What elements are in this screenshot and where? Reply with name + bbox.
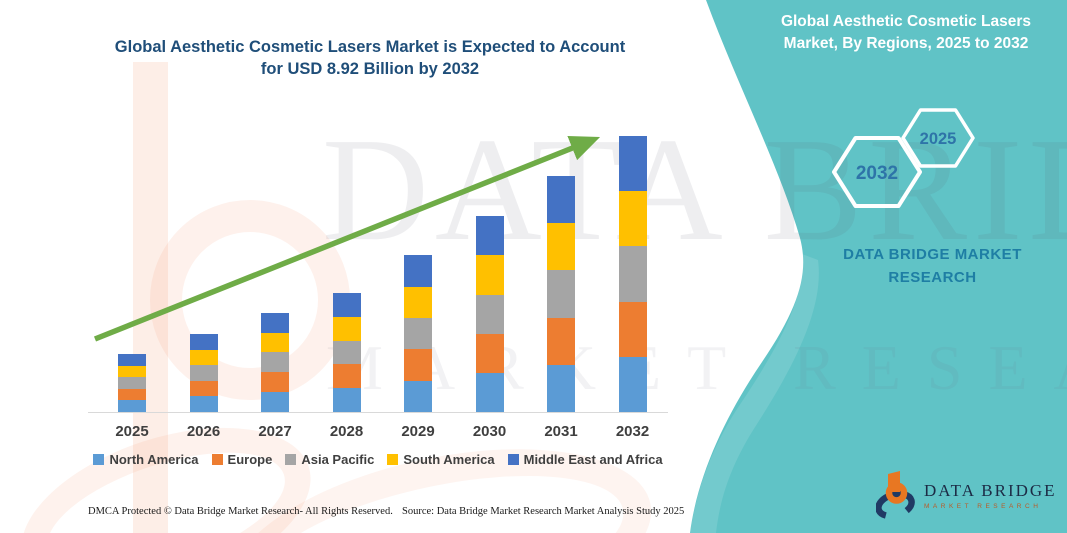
bar-2027 [261,312,289,412]
bar-segment [118,377,146,389]
legend-label: North America [109,452,199,467]
bar-segment [118,365,146,378]
bar-segment [404,380,432,412]
legend-label: South America [403,452,495,467]
bar-segment [547,175,575,224]
bar-segment [332,364,361,389]
legend-swatch [93,454,105,465]
bar-segment [118,388,146,401]
logo-name-text: DATA BRIDGE [924,480,1057,500]
bar-segment [332,388,361,412]
bar-segment [118,400,146,412]
panel-title: Global Aesthetic Cosmetic Lasers Market,… [755,11,1057,56]
brand-wordmark-line2: RESEARCH [888,268,977,286]
bar-segment [404,286,432,318]
bar-2032 [618,136,647,412]
bar-segment [332,292,361,317]
bar-segment [189,380,218,397]
bar-2031 [547,175,575,412]
legend-label: Asia Pacific [301,452,375,467]
bar-segment [261,332,289,353]
legend-swatch [387,454,399,465]
panel-title-line1: Global Aesthetic Cosmetic Lasers [780,13,1032,30]
legend-item: South America [387,452,495,467]
hexagon-2025-label: 2025 [920,130,957,148]
bar-segment [189,396,218,412]
bar-segment [547,223,575,271]
chart-title-line1: Global Aesthetic Cosmetic Lasers Market … [114,38,626,56]
footer-dmca-text: DMCA Protected © Data Bridge Market Rese… [88,506,393,517]
x-axis-label: 2028 [329,423,364,440]
hexagon-2032 [832,136,922,208]
bar-segment [547,317,575,365]
bar-segment [118,354,146,366]
x-axis-label: 2032 [615,423,650,440]
bar-2029 [404,255,432,412]
bar-segment [618,136,647,192]
hexagon-2025 [901,108,975,168]
teal-panel-light-wedge [690,254,819,533]
chart-title: Global Aesthetic Cosmetic Lasers Market … [70,36,670,81]
legend-item: Asia Pacific [285,452,374,467]
x-axis-label: 2029 [401,423,435,440]
bar-segment [547,270,575,318]
x-axis-label: 2026 [186,423,221,440]
bar-segment [475,255,504,295]
bar-segment [261,392,289,412]
bar-segment [618,301,647,357]
bar-segment [404,255,432,287]
panel-title-line2: Market, By Regions, 2025 to 2032 [783,35,1029,53]
data-bridge-logo: DATA BRIDGE MARKET RESEARCH [876,470,1057,522]
bar-segment [475,294,504,334]
bar-segment [475,372,504,412]
legend-item: Middle East and Africa [507,452,663,467]
bar-segment [547,364,575,412]
brand-wordmark-line1: DATA BRIDGE MARKET [843,246,1022,263]
bar-segment [404,349,432,381]
legend-label: Europe [227,452,273,467]
bar-segment [475,216,504,256]
logo-sub-text: MARKET RESEARCH [924,503,1042,511]
bar-segment [332,340,361,365]
bar-2028 [332,292,361,412]
year-hexagons: 2025 2032 [832,108,975,208]
chart-title-line2: for USD 8.92 Billion by 2032 [260,60,480,79]
bar-2030 [475,216,504,412]
chart-legend: North America Europe Asia Pacific South Ame… [86,452,670,467]
legend-item: North America [93,452,199,467]
bar-2025 [118,354,146,412]
x-axis-label: 2025 [115,423,149,440]
x-axis-label: 2027 [258,423,292,440]
x-axis-line [88,412,668,413]
data-bridge-logo-icon [876,471,915,520]
bar-segment [475,333,504,373]
bar-segment [332,316,361,341]
legend-label: Middle East and Africa [523,452,663,467]
bar-segment [189,334,218,350]
bar-segment [618,246,647,302]
legend-swatch [211,454,223,465]
bar-segment [189,365,218,381]
legend-item: Europe [211,452,273,467]
x-axis-label: 2031 [544,423,578,440]
legend-swatch [285,454,297,465]
bar-segment [404,317,432,350]
bar-segment [261,372,289,393]
bar-segment [261,312,289,333]
bar-2026 [189,334,218,412]
legend-swatch [507,454,519,465]
hexagon-2032-label: 2032 [856,163,898,184]
brand-wordmark: DATA BRIDGE MARKET RESEARCH [790,244,1067,289]
bar-segment [618,356,647,412]
bar-segment [261,352,289,373]
x-axis-label: 2030 [472,423,507,440]
bar-segment [189,349,218,366]
bar-segment [618,191,647,247]
teal-panel-shape [690,0,1067,533]
footer-source-text: Source: Data Bridge Market Research Mark… [402,506,685,517]
